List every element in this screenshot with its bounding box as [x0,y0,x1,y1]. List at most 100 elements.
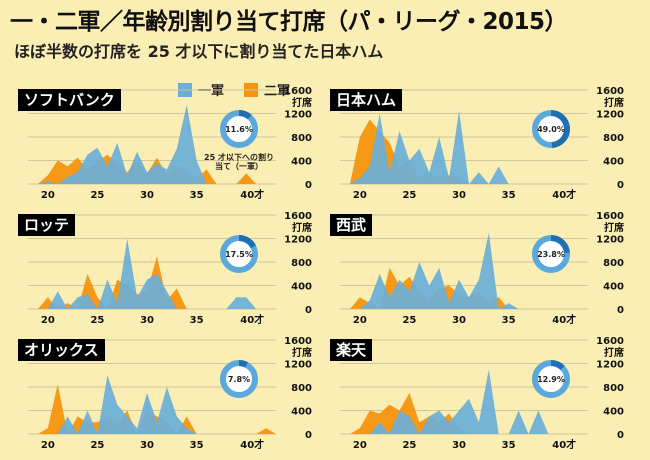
x-tick-label: 25 [402,315,416,326]
y-tick-label: 1600 [596,211,624,222]
series-area-first [340,369,588,434]
donut-callout: 25 才以下への割り当て（一軍） [204,153,274,171]
y-tick-label: 400 [603,282,624,293]
y-axis-unit: 打席 [292,346,312,359]
y-tick-label: 1200 [596,235,624,246]
donut-segment [238,110,252,120]
y-tick-label: 800 [603,383,624,394]
donut-segment [550,360,565,371]
x-tick-label: 35 [190,440,204,451]
series-area-first [340,110,588,184]
x-tick-label: 30 [452,190,466,201]
x-tick-label: 25 [402,190,416,201]
y-tick-label: 400 [603,157,624,168]
x-tick-label: 30 [140,315,154,326]
series-area-first [340,232,588,309]
x-tick-label: 35 [502,190,516,201]
chart-panel-0: 0 400 800 1200 1600 打席 20 25 30 35 40才 11.6% ソフトバンク [18,80,324,206]
y-tick-label: 0 [305,305,312,316]
x-tick-label: 20 [41,190,55,201]
y-tick-label: 800 [291,383,312,394]
team-label-1: 日本ハム [330,89,403,111]
series-area-first [28,375,276,434]
y-tick-label: 400 [291,282,312,293]
y-tick-label: 800 [291,258,312,269]
x-tick-label: 30 [452,315,466,326]
x-tick-label: 40才 [240,438,264,451]
x-tick-label: 20 [41,315,55,326]
y-axis-unit: 打席 [292,221,312,234]
donut-segment [238,235,256,249]
y-axis-unit: 打席 [604,96,624,109]
donut-segment [550,110,570,148]
x-tick-label: 40才 [240,313,264,326]
legend: 一軍 二軍 [178,80,290,99]
y-tick-label: 1200 [284,110,312,121]
donut-segment [550,235,570,254]
y-tick-label: 1600 [284,211,312,222]
team-label-0: ソフトバンク [18,89,121,111]
donut-percent: 17.5% [225,250,253,259]
y-tick-label: 1600 [596,86,624,97]
y-axis-unit: 打席 [604,346,624,359]
series-area-first [28,238,276,309]
y-tick-label: 1600 [284,336,312,347]
y-axis-unit: 打席 [292,96,312,109]
chart-panel-3: 0 400 800 1200 1600 打席 20 25 30 35 40才 23.8% 西武 [330,205,636,331]
x-tick-label: 40才 [552,313,576,326]
y-tick-label: 400 [291,407,312,418]
x-tick-label: 35 [502,440,516,451]
legend-label-first: 一軍 [198,84,225,99]
y-tick-label: 400 [291,157,312,168]
y-tick-label: 1200 [284,235,312,246]
team-label-5: 楽天 [330,339,373,361]
x-tick-label: 35 [190,315,204,326]
x-tick-label: 20 [353,315,367,326]
donut-segment [238,360,248,368]
x-tick-label: 40才 [552,188,576,201]
x-tick-label: 40才 [552,438,576,451]
x-tick-label: 25 [90,190,104,201]
y-tick-label: 0 [617,180,624,191]
y-tick-label: 0 [305,180,312,191]
y-tick-label: 0 [617,305,624,316]
page-subtitle: ほぼ半数の打席を 25 才以下に割り当てた日本ハム [14,42,384,61]
page-title: 一・二軍／年齢別割り当て打席（パ・リーグ・2015） [10,9,568,35]
chart-panel-2: 0 400 800 1200 1600 打席 20 25 30 35 40才 17.5% ロッテ [18,205,324,331]
x-tick-label: 20 [353,190,367,201]
y-tick-label: 1200 [596,110,624,121]
x-tick-label: 30 [452,440,466,451]
donut-percent: 23.8% [537,250,565,259]
y-tick-label: 800 [603,133,624,144]
x-tick-label: 30 [140,440,154,451]
y-tick-label: 800 [603,258,624,269]
x-tick-label: 20 [353,440,367,451]
x-tick-label: 25 [90,440,104,451]
team-label-2: ロッテ [18,214,76,236]
y-tick-label: 1200 [284,360,312,371]
x-tick-label: 25 [90,315,104,326]
x-tick-label: 30 [140,190,154,201]
y-axis-unit: 打席 [604,221,624,234]
donut-percent: 11.6% [225,125,253,134]
y-tick-label: 1200 [596,360,624,371]
x-tick-label: 35 [190,190,204,201]
y-tick-label: 1600 [596,336,624,347]
y-tick-label: 800 [291,133,312,144]
legend-label-second: 二軍 [264,84,291,99]
chart-panel-4: 0 400 800 1200 1600 打席 20 25 30 35 40才 7.8% オリックス [18,330,324,456]
donut-percent: 12.9% [537,375,565,384]
donut-percent: 7.8% [228,375,250,384]
x-tick-label: 35 [502,315,516,326]
y-tick-label: 0 [305,430,312,441]
team-label-3: 西武 [330,214,373,236]
team-label-4: オリックス [18,339,105,361]
y-tick-label: 1600 [284,86,312,97]
y-tick-label: 400 [603,407,624,418]
x-tick-label: 20 [41,440,55,451]
